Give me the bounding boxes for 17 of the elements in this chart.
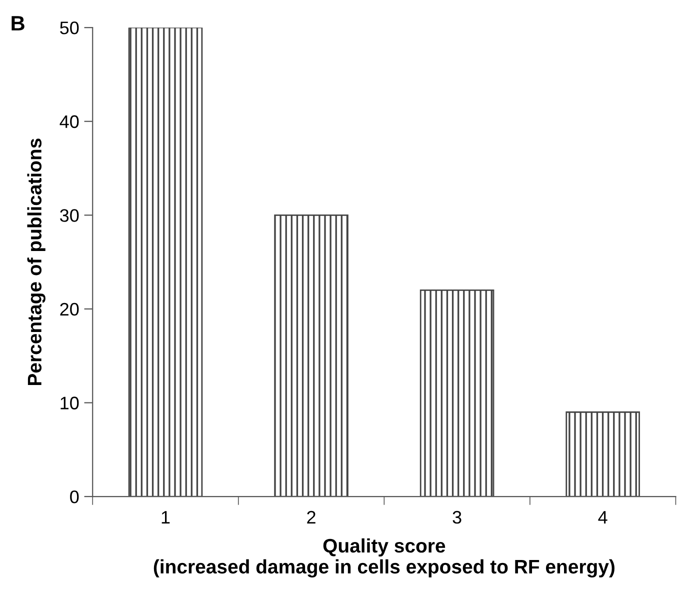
x-axis-title: Quality score (increased damage in cells exposed to RF energy) (154, 538, 614, 578)
bar (420, 290, 494, 497)
y-tick-label: 10 (60, 396, 79, 410)
y-tick-label: 0 (70, 490, 79, 504)
x-tick-label: 2 (307, 510, 316, 524)
y-tick-label: 20 (60, 302, 79, 316)
x-tick-label: 4 (598, 511, 608, 524)
y-tick-label: 40 (60, 115, 79, 128)
y-tick-label: 50 (60, 22, 79, 34)
x-tick-label: 3 (452, 510, 462, 524)
bar (128, 28, 203, 497)
y-tick-label: 30 (60, 209, 79, 222)
y-axis-title: Percentage of publications (27, 138, 46, 385)
bar (566, 411, 640, 497)
x-tick-label: 1 (162, 511, 170, 524)
bar (274, 214, 348, 497)
text: B (12, 16, 24, 30)
